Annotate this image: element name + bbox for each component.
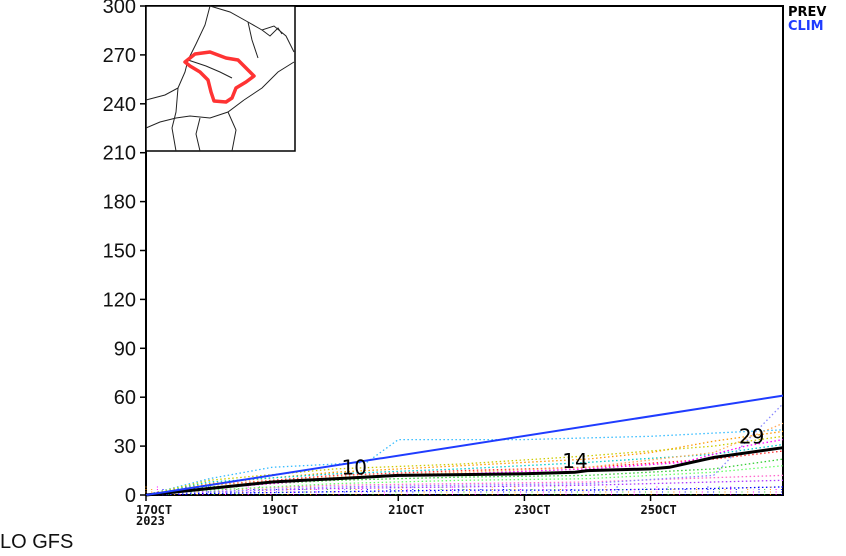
y-tick-label: 90 <box>114 338 136 360</box>
ensemble-member-line <box>145 443 784 496</box>
legend-prev: PREV <box>788 5 827 20</box>
x-tick-label: 21OCT <box>388 503 424 517</box>
x-tick-label: 17OCT <box>136 503 172 517</box>
main-series <box>145 394 784 497</box>
y-tick-label: 180 <box>103 192 136 214</box>
footer-text: LO GFS <box>0 531 74 553</box>
inset-map-borders <box>145 5 295 152</box>
y-tick-label: 120 <box>103 289 136 311</box>
y-tick-label: 60 <box>114 387 136 409</box>
x-tick-label: 25OCT <box>641 503 677 517</box>
value-annotation: 10 <box>342 456 367 480</box>
y-axis-ticks: 0 30 60 90 120 150 180 210 240 270 300 <box>103 0 146 507</box>
value-annotation: 29 <box>739 425 764 449</box>
ensemble-member-line <box>145 435 784 496</box>
ensemble-member-line <box>145 403 784 496</box>
prev-series-line <box>145 446 784 497</box>
inset-map-region-outline <box>183 50 256 104</box>
clim-series-line <box>145 394 784 496</box>
ensemble-member-line <box>145 422 784 496</box>
y-tick-label: 30 <box>114 436 136 458</box>
ensemble-member-line <box>145 486 784 496</box>
y-tick-label: 300 <box>103 0 136 18</box>
y-tick-label: 270 <box>103 45 136 67</box>
ensemble-member-line <box>145 474 784 496</box>
value-annotations: 10 14 29 <box>342 425 765 480</box>
x-tick-label: 19OCT <box>262 503 298 517</box>
legend: PREV CLIM <box>788 6 826 34</box>
inset-map <box>145 5 296 152</box>
y-tick-label: 240 <box>103 94 136 116</box>
ensemble-members <box>145 403 784 496</box>
y-tick-label: 0 <box>125 485 136 507</box>
legend-clim: CLIM <box>788 19 824 34</box>
y-tick-label: 150 <box>103 241 136 263</box>
ensemble-member-line <box>145 450 784 496</box>
value-annotation: 14 <box>562 449 587 473</box>
x-tick-sublabel: 2023 <box>136 514 165 528</box>
ensemble-member-line <box>145 429 784 496</box>
ensemble-member-line <box>145 458 784 496</box>
y-tick-label: 210 <box>103 143 136 165</box>
x-tick-label: 23OCT <box>514 503 550 517</box>
inset-map-frame <box>145 5 296 152</box>
ensemble-member-line <box>145 465 784 496</box>
